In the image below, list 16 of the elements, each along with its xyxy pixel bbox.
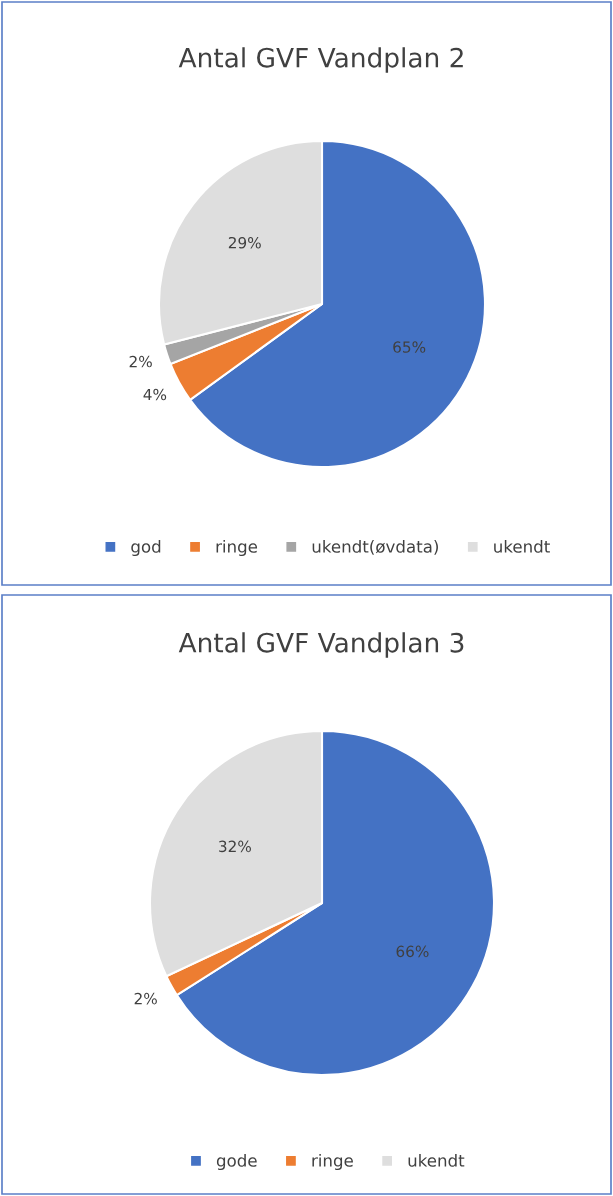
data-label: 66% — [396, 945, 429, 958]
data-label: 2% — [134, 992, 157, 1005]
legend-label: ukendt(øvdata) — [312, 539, 438, 555]
legend-label: ringe — [216, 539, 258, 557]
data-label: 65% — [393, 341, 426, 353]
data-label: 29% — [228, 236, 261, 249]
chart-title: Antal GVF Vandplan 2 — [178, 47, 463, 73]
legend-label: god — [131, 539, 161, 557]
legend-label: gode — [216, 1153, 257, 1171]
data-label: 2% — [129, 355, 152, 368]
chart-title: Antal GVF Vandplan 3 — [178, 632, 464, 658]
legend-label: ringe — [312, 1153, 353, 1171]
data-label: 4% — [143, 388, 167, 401]
legend-label: ukendt — [494, 539, 550, 553]
data-label: 32% — [219, 840, 251, 853]
legend-label: ukendt — [408, 1153, 465, 1167]
